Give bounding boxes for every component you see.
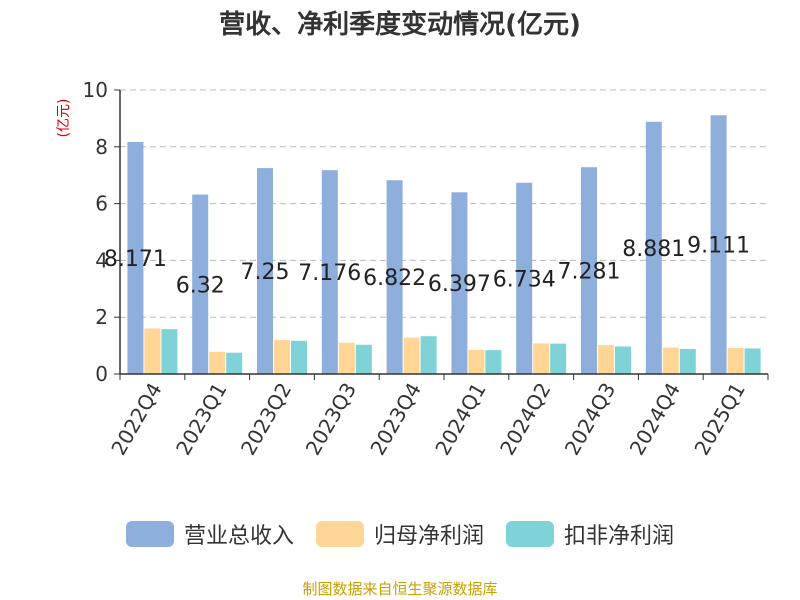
y-tick-label: 10 — [83, 78, 108, 102]
bar-2022Q4-series-2 — [161, 329, 178, 374]
source-note: 制图数据来自恒生聚源数据库 — [302, 580, 498, 598]
bar-2024Q1-series-2 — [485, 350, 502, 374]
data-label-revenue: 7.176 — [298, 261, 361, 286]
x-tick-label: 2022Q4 — [106, 379, 166, 460]
x-tick-label: 2024Q1 — [430, 379, 490, 460]
x-tick-label: 2023Q4 — [365, 379, 425, 460]
data-labels: 8.171 6.32 7.25 7.176 6.822 6.397 6.734 7.2818.… — [104, 234, 750, 299]
bar-2022Q4-series-1 — [144, 328, 161, 374]
data-label-revenue: 8.881 — [622, 237, 685, 262]
y-tick-label: 4 — [95, 248, 108, 272]
x-tick-label: 2024Q4 — [625, 379, 685, 460]
bar-2024Q3-series-0 — [581, 167, 597, 374]
y-tick-label: 2 — [95, 305, 108, 329]
bar-2023Q4-series-1 — [403, 337, 420, 374]
data-label-revenue: 6.397 — [428, 272, 491, 297]
legend-item-net-profit[interactable]: 归母净利润 — [315, 518, 484, 550]
bar-2023Q3-series-2 — [355, 344, 372, 374]
bar-2023Q4-series-0 — [386, 180, 403, 374]
x-tick-label: 2024Q3 — [560, 379, 620, 460]
bar-2024Q1-series-0 — [451, 192, 468, 374]
bar-2024Q2-series-2 — [550, 343, 567, 374]
bar-2023Q4-series-2 — [420, 336, 437, 374]
bar-2024Q4-series-2 — [679, 349, 696, 374]
bar-2024Q2-series-1 — [533, 343, 550, 374]
chart-title: 营收、净利季度变动情况(亿元) — [219, 10, 581, 40]
data-label-revenue: 9.111 — [687, 234, 750, 259]
data-label-revenue: 7.25 — [241, 260, 290, 285]
bar-2023Q2-series-0 — [257, 168, 273, 374]
legend-item-revenue[interactable]: 营业总收入 — [125, 518, 294, 550]
x-tick-label: 2024Q2 — [495, 379, 555, 460]
data-label-revenue: 6.822 — [363, 266, 426, 291]
bar-2023Q2-series-2 — [291, 340, 307, 374]
legend-label-revenue: 营业总收入 — [183, 524, 294, 549]
bar-2024Q1-series-1 — [468, 349, 485, 374]
y-tick-label: 8 — [95, 135, 108, 159]
x-tick-label: 2023Q1 — [171, 379, 231, 460]
legend-item-deducted-profit[interactable]: 扣非净利润 — [506, 518, 674, 550]
x-tick-label: 2023Q2 — [236, 379, 296, 460]
bar-2023Q1-series-0 — [192, 194, 209, 374]
data-label-revenue: 8.171 — [104, 247, 167, 272]
legend-swatch-revenue — [125, 521, 174, 547]
bar-2022Q4-series-0 — [127, 141, 144, 374]
bar-2024Q3-series-2 — [615, 346, 631, 374]
bar-2024Q4-series-0 — [645, 121, 662, 374]
legend-label-net-profit: 归母净利润 — [373, 524, 484, 549]
bar-2023Q1-series-1 — [209, 351, 226, 374]
bar-2024Q4-series-1 — [662, 347, 679, 374]
bar-2023Q2-series-1 — [274, 339, 290, 374]
legend-label-deducted-profit: 扣非净利润 — [564, 524, 675, 549]
legend-swatch-net-profit — [315, 521, 364, 547]
bar-2025Q1-series-2 — [744, 348, 761, 374]
y-axis-label: (亿元) — [56, 99, 72, 138]
y-tick-label: 0 — [95, 362, 108, 386]
bar-2025Q1-series-0 — [710, 115, 727, 375]
data-label-revenue: 6.734 — [493, 267, 556, 292]
y-tick-label: 6 — [95, 192, 108, 216]
data-label-revenue: 6.32 — [176, 273, 225, 298]
x-tick-label: 2023Q3 — [301, 379, 361, 460]
bar-2025Q1-series-1 — [727, 347, 744, 374]
bar-2024Q2-series-0 — [516, 182, 533, 374]
bar-2023Q3-series-0 — [321, 170, 338, 374]
legend: 营业总收入 归母净利润 扣非净利润 — [0, 518, 800, 550]
bar-2024Q3-series-1 — [598, 345, 614, 374]
bars — [127, 115, 761, 375]
bar-2023Q3-series-1 — [338, 342, 355, 374]
bar-2023Q1-series-2 — [226, 352, 243, 374]
data-label-revenue: 7.281 — [558, 260, 621, 285]
legend-swatch-deducted-profit — [506, 521, 554, 547]
x-tick-label: 2025Q1 — [689, 379, 749, 460]
